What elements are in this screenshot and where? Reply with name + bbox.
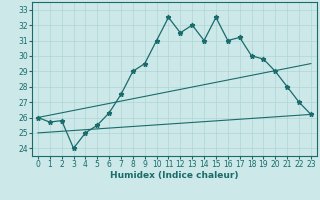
- X-axis label: Humidex (Indice chaleur): Humidex (Indice chaleur): [110, 171, 239, 180]
